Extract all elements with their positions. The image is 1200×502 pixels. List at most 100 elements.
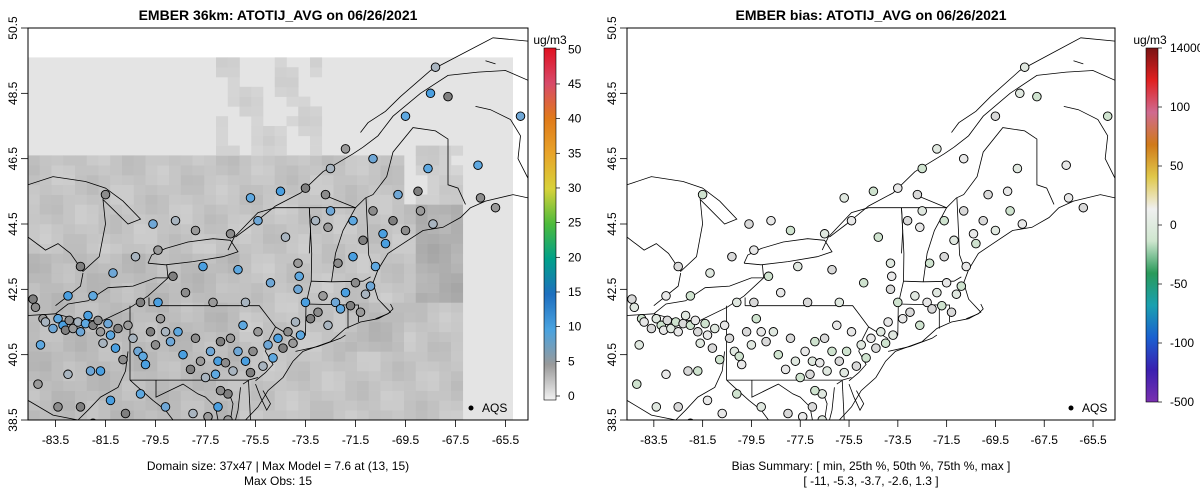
grid-cell xyxy=(239,184,252,195)
aqs-site xyxy=(983,189,993,200)
grid-cell xyxy=(227,380,240,391)
grid-cell xyxy=(415,371,428,382)
grid-cell xyxy=(345,292,358,303)
grid-cell xyxy=(51,341,64,352)
aqs-site xyxy=(135,297,146,308)
aqs-site xyxy=(215,385,226,396)
aqs-site xyxy=(724,333,735,344)
grid-cell xyxy=(298,204,311,215)
grid-cell xyxy=(321,292,334,303)
grid-cell xyxy=(110,165,123,176)
grid-cell xyxy=(28,165,41,176)
grid-cell xyxy=(321,263,334,274)
grid-cell xyxy=(415,263,428,274)
grid-cell xyxy=(404,253,417,264)
grid-cell xyxy=(427,165,440,176)
grid-cell xyxy=(298,224,311,235)
aqs-site xyxy=(937,300,947,311)
left-colorbar: ug/m3 0 5 10 15 20 25 30 35 40 45 50 xyxy=(533,33,581,403)
grid-cell xyxy=(427,204,440,215)
grid-cell xyxy=(39,194,52,205)
grid-cell xyxy=(345,390,358,401)
grid-cell xyxy=(63,184,76,195)
grid-cell xyxy=(157,351,170,362)
grid-cell xyxy=(357,322,370,333)
aqs-site xyxy=(288,338,298,348)
grid-cell xyxy=(169,184,182,195)
boundary-line xyxy=(675,351,725,420)
grid-cell xyxy=(75,184,88,195)
aqs-site xyxy=(83,310,93,321)
grid-cell xyxy=(345,380,358,391)
grid-cell xyxy=(310,263,323,274)
aqs-site xyxy=(693,366,703,376)
aqs-site xyxy=(646,323,657,334)
grid-cell xyxy=(345,312,358,323)
grid-cell xyxy=(333,224,346,235)
grid-cell xyxy=(28,175,41,186)
colorbar-label: -500 xyxy=(1170,395,1194,409)
grid-cell xyxy=(451,253,464,264)
grid-cell xyxy=(286,86,299,97)
grid-cell xyxy=(39,341,52,352)
grid-cell xyxy=(39,155,52,166)
grid-cell xyxy=(251,322,264,333)
aqs-site xyxy=(475,193,486,203)
aqs-site xyxy=(273,333,283,344)
aqs-site xyxy=(815,358,825,368)
grid-cell xyxy=(122,390,135,401)
aqs-site xyxy=(170,215,181,226)
grid-cell xyxy=(75,371,88,382)
right-footer-line1: Bias Summary: [ min, 25th %, 50th %, 75t… xyxy=(732,459,1011,473)
x-tick-label: -65.5 xyxy=(1079,433,1107,447)
grid-cell xyxy=(439,194,452,205)
x-tick-label: -65.5 xyxy=(492,433,520,447)
aqs-site xyxy=(790,356,801,366)
grid-cell xyxy=(451,380,464,391)
grid-cell xyxy=(321,214,334,225)
aqs-site xyxy=(846,215,857,226)
grid-cell xyxy=(392,390,405,401)
grid-cell xyxy=(274,57,287,68)
aqs-site xyxy=(35,340,46,350)
grid-cell xyxy=(86,165,99,176)
grid-cell xyxy=(216,126,229,137)
aqs-site xyxy=(819,333,830,344)
grid-cell xyxy=(345,341,358,352)
aqs-site xyxy=(110,343,121,353)
boundary-line xyxy=(234,127,466,238)
grid-cell xyxy=(122,224,135,235)
grid-cell xyxy=(286,361,299,372)
aqs-site xyxy=(108,268,118,278)
aqs-site xyxy=(225,229,236,239)
aqs-site xyxy=(714,354,725,365)
grid-cell xyxy=(39,282,52,293)
grid-cell xyxy=(427,243,440,254)
aqs-site xyxy=(958,153,969,164)
grid-cell xyxy=(75,214,88,225)
grid-cell xyxy=(63,243,76,254)
grid-cell xyxy=(180,175,193,186)
aqs-site xyxy=(210,369,221,380)
grid-cell xyxy=(192,390,205,401)
grid-cell xyxy=(28,312,41,323)
aqs-site xyxy=(258,361,268,371)
aqs-site xyxy=(348,215,358,226)
grid-cell xyxy=(439,273,452,284)
grid-cell xyxy=(404,282,417,293)
grid-cell xyxy=(216,243,229,254)
grid-cell xyxy=(333,204,346,215)
grid-cell xyxy=(98,302,111,313)
grid-cell xyxy=(310,322,323,333)
grid-cell xyxy=(251,194,264,205)
grid-cell xyxy=(98,175,111,186)
aqs-site xyxy=(190,333,201,344)
grid-cell xyxy=(274,233,287,244)
right-colorbar-ticks: 14000 100 50 0 -50 -100 -500 xyxy=(1158,41,1200,409)
aqs-site xyxy=(1015,88,1025,99)
grid-cell xyxy=(122,400,135,411)
grid-cell xyxy=(86,243,99,254)
aqs-site xyxy=(198,261,208,272)
grid-cell xyxy=(227,361,240,372)
aqs-site xyxy=(1012,163,1023,174)
